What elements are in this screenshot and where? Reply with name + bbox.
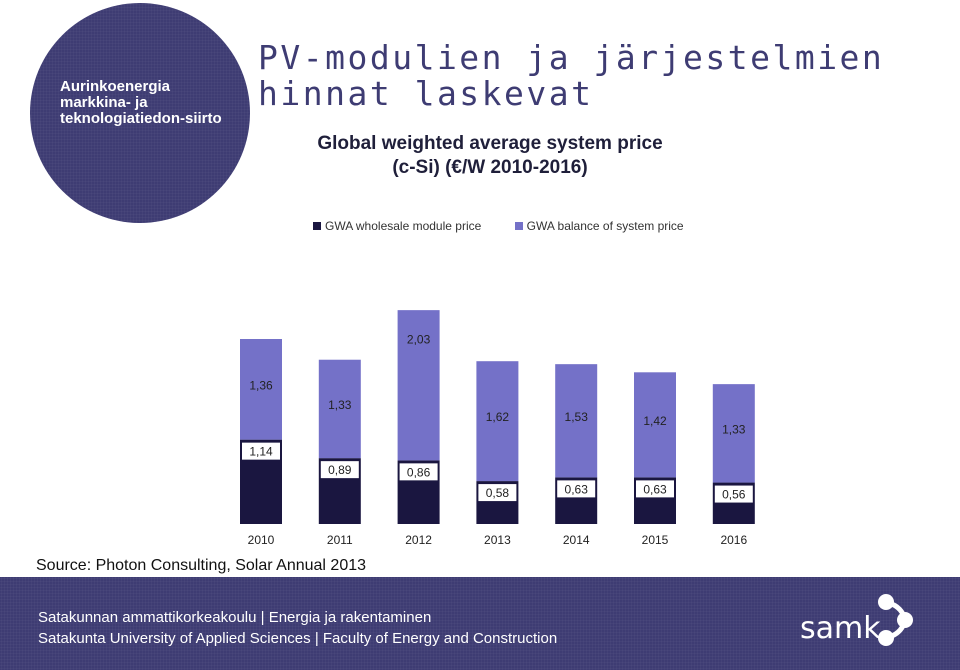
- brand-wordmark: samk: [800, 611, 881, 646]
- bar-bos-2013: [476, 361, 519, 482]
- bos-value-label-2012: 2,03: [407, 332, 431, 346]
- chart-subtitle: Global weighted average system price (c-…: [270, 132, 710, 180]
- bar-bos-2012: [397, 310, 440, 461]
- topic-label: Aurinkoenergia markkina- ja teknologiati…: [60, 78, 222, 127]
- module-value-label-2012: 0,86: [407, 465, 431, 479]
- module-value-label-2011: 0,89: [328, 463, 352, 477]
- subtitle-line-2: (c-Si) (€/W 2010-2016): [392, 157, 588, 178]
- bar-bos-2011: [318, 359, 361, 459]
- logo-curve: [885, 599, 908, 641]
- chart-legend: GWA wholesale module price GWA balance o…: [313, 219, 714, 233]
- stacked-bar-chart: 1,14 1,36 2010 0,89 1,33 2011 0,86 2,03 2012 0,58…: [240, 310, 755, 547]
- bar-bos-2014: [555, 364, 598, 478]
- x-tick-label-2016: 2016: [720, 533, 747, 547]
- module-value-label-2016: 0,56: [722, 488, 746, 502]
- x-tick-label-2014: 2014: [563, 533, 590, 547]
- samk-dots-logo-icon: [878, 594, 913, 646]
- topic-circle: [30, 3, 250, 223]
- bar-bos-2016: [712, 384, 755, 483]
- bos-value-label-2016: 1,33: [722, 422, 746, 436]
- footer-line-1: Satakunnan ammattikorkeakoulu | Energia …: [38, 609, 432, 626]
- module-value-label-2010: 1,14: [249, 445, 273, 459]
- subtitle-line-1: Global weighted average system price: [317, 133, 663, 154]
- module-value-label-2015: 0,63: [643, 482, 667, 496]
- bos-value-label-2011: 1,33: [328, 398, 352, 412]
- bos-value-label-2013: 1,62: [486, 410, 510, 424]
- module-label-box-2010: [242, 442, 280, 460]
- x-tick-label-2011: 2011: [327, 533, 353, 547]
- bos-value-label-2015: 1,42: [643, 414, 667, 428]
- page-title: PV-modulien ja järjestelmien hinnat lask…: [258, 38, 885, 113]
- legend-swatch-bos: [514, 221, 523, 230]
- module-label-box-2015: [636, 480, 674, 498]
- module-value-label-2013: 0,58: [486, 486, 510, 500]
- bar-bos-2010: [240, 339, 282, 440]
- x-tick-label-2012: 2012: [405, 533, 432, 547]
- source-note: Source: Photon Consulting, Solar Annual …: [36, 557, 367, 574]
- bar-bos-2015: [634, 372, 676, 478]
- module-label-box-2016: [714, 485, 753, 503]
- legend-swatch-module: [313, 221, 321, 230]
- footer-band: [0, 577, 960, 670]
- legend-label-bos: GWA balance of system price: [526, 219, 684, 233]
- x-tick-label-2010: 2010: [248, 533, 275, 547]
- legend-label-module: GWA wholesale module price: [325, 219, 482, 233]
- x-tick-label-2015: 2015: [642, 533, 669, 547]
- module-value-label-2014: 0,63: [565, 482, 589, 496]
- footer-line-2: Satakunta University of Applied Sciences…: [38, 630, 558, 647]
- bos-value-label-2014: 1,53: [565, 410, 589, 424]
- module-label-box-2014: [557, 480, 596, 498]
- legend-item-bos: GWA balance of system price: [514, 219, 684, 233]
- x-tick-label-2013: 2013: [484, 533, 511, 547]
- legend-item-module: GWA wholesale module price: [313, 219, 481, 233]
- bos-value-label-2010: 1,36: [249, 378, 273, 392]
- module-label-box-2012: [399, 463, 438, 481]
- module-label-box-2011: [320, 461, 359, 479]
- module-label-box-2013: [478, 484, 517, 502]
